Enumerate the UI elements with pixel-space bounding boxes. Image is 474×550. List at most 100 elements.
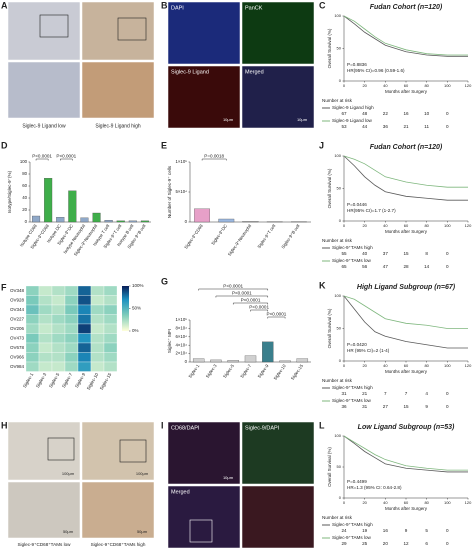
- panel-label: A: [1, 0, 8, 10]
- x-tick-label: 80: [424, 83, 429, 88]
- bar: [194, 208, 210, 223]
- risk-number: 25: [362, 541, 368, 546]
- x-tick-label: Siglec-5: [222, 363, 235, 379]
- risk-number: 8: [425, 251, 428, 256]
- heat-cell: [64, 333, 79, 344]
- bar: [210, 359, 222, 363]
- risk-title: Number at risk: [322, 515, 353, 520]
- risk-number: 36: [341, 404, 347, 409]
- channel-label: Siglec-9/DAPI: [245, 425, 280, 431]
- colorbar: [122, 286, 129, 331]
- bar: [242, 221, 259, 223]
- x-tick-label: 60: [404, 500, 409, 505]
- y-tick-label: 0: [339, 218, 342, 223]
- x-tick-label: Siglec-15: [290, 363, 305, 381]
- scale-label: 50μm: [137, 529, 148, 534]
- x-tick-label: 100: [444, 223, 451, 228]
- risk-title: Number at risk: [322, 378, 353, 383]
- x-tick-label: 80: [424, 363, 429, 368]
- bar: [218, 218, 235, 223]
- x-tick-label: Siglec-9⁺CD68: [183, 223, 204, 250]
- scale-label: 50μm: [63, 529, 74, 534]
- image: [7, 61, 81, 119]
- risk-number: 15: [403, 251, 409, 256]
- x-tick-label: 60: [404, 223, 409, 228]
- y-tick-label: 40: [22, 195, 27, 200]
- risk-number: 15: [403, 404, 409, 409]
- heat-cell: [90, 285, 105, 296]
- y-tick-label: 50: [337, 464, 342, 469]
- survival-curve: [343, 295, 468, 349]
- risk-number: 7: [384, 391, 387, 396]
- heat-cell: [90, 352, 105, 363]
- x-tick-label: Siglec-1: [187, 363, 200, 379]
- bar: [44, 178, 53, 223]
- y-axis-label: Number of Siglec-9⁺ cells: [167, 165, 172, 218]
- bracket: [35, 158, 49, 161]
- heat-cell: [51, 361, 66, 372]
- image: [241, 1, 315, 65]
- channel-label: Merged: [171, 489, 190, 495]
- x-tick-label: Siglec-9⁺Neutrophil: [227, 223, 253, 257]
- risk-number: 20: [383, 541, 389, 546]
- bracket: [60, 158, 73, 161]
- stat-text: P=0.4499: [347, 479, 367, 484]
- y-tick-label: 50: [337, 326, 342, 331]
- panel-label: I: [161, 420, 164, 430]
- risk-number: 0: [446, 251, 449, 256]
- p-value: P<0.0001: [223, 284, 243, 289]
- risk-number: 4: [425, 391, 428, 396]
- x-tick-label: Siglec-9: [257, 363, 270, 379]
- row-label: OV678: [10, 345, 25, 350]
- bar: [80, 217, 89, 223]
- legend-label: Siglec-9⁺TAMs low: [332, 258, 372, 263]
- column-label: Siglec-15: [99, 372, 113, 391]
- heat-cell: [51, 304, 66, 315]
- heat-cell: [77, 342, 92, 353]
- risk-number: 36: [383, 124, 389, 129]
- panel-label: K: [319, 280, 326, 290]
- y-axis-label: Overall Survival (%): [327, 28, 332, 68]
- heat-cell: [64, 352, 79, 363]
- y-axis-label: Overall Survival (%): [327, 447, 332, 487]
- heat-cell: [90, 304, 105, 315]
- bar: [140, 220, 149, 223]
- risk-number: 12: [403, 541, 409, 546]
- x-tick-label: 120: [465, 500, 472, 505]
- heat-cell: [51, 323, 66, 334]
- y-tick-label: 80: [22, 171, 27, 176]
- image: [81, 481, 155, 539]
- stat-text: P=0.8836: [347, 62, 367, 67]
- x-tick-label: 40: [383, 500, 388, 505]
- heat-cell: [77, 352, 92, 363]
- y-tick-label: 5×10⁴: [175, 189, 187, 194]
- image: [167, 1, 241, 65]
- heat-cell: [25, 285, 40, 296]
- legend-label: Siglec-9⁺TAMs low: [332, 398, 372, 403]
- row-label: OV966: [10, 354, 25, 359]
- heat-cell: [103, 361, 118, 372]
- risk-number: 47: [383, 264, 389, 269]
- heat-cell: [25, 314, 40, 325]
- caption: Siglec-9⁺CD68⁺TAMs high: [91, 542, 146, 547]
- risk-number: 21: [403, 124, 409, 129]
- heat-cell: [64, 323, 79, 334]
- heat-cell: [25, 333, 40, 344]
- heat-cell: [90, 333, 105, 344]
- risk-title: Number at risk: [322, 98, 353, 103]
- bar: [128, 220, 137, 223]
- y-tick-label: 100: [20, 159, 28, 164]
- stat-text: HR(95% CI)=0.96 (0.59-1.6): [347, 68, 405, 73]
- y-tick-label: 100: [334, 153, 341, 158]
- heat-cell: [64, 342, 79, 353]
- stat-text: HR (95% CI)=2 (1-4): [347, 348, 390, 353]
- heat-cell: [77, 323, 92, 334]
- x-tick-label: 80: [424, 500, 429, 505]
- column-label: Siglec-7: [61, 372, 74, 389]
- image: [167, 421, 241, 485]
- heat-cell: [103, 285, 118, 296]
- bar: [92, 212, 101, 223]
- risk-number: 16: [403, 111, 409, 116]
- survival-curve: [343, 155, 468, 201]
- bar: [227, 360, 239, 363]
